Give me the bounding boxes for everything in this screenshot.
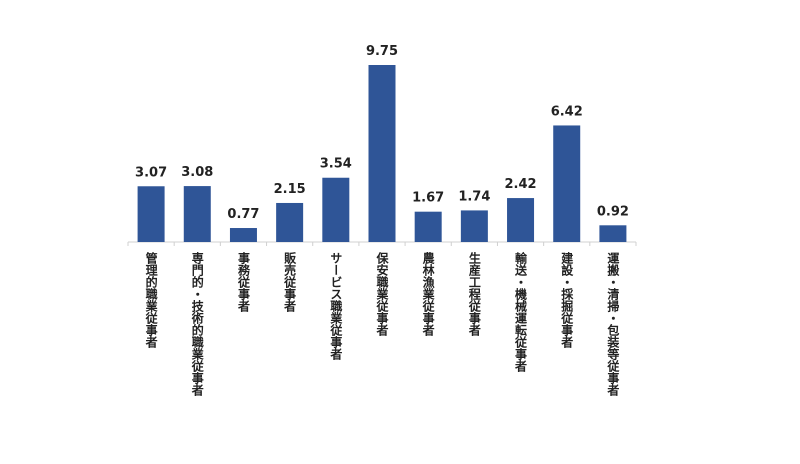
value-label: 9.75 — [366, 44, 398, 59]
value-label: 3.54 — [320, 157, 352, 172]
value-label: 3.08 — [181, 165, 213, 180]
x-tick-label: 建設・採掘従事者 — [560, 251, 574, 349]
bar — [553, 125, 581, 242]
value-label: 1.74 — [458, 189, 490, 204]
bar — [322, 177, 350, 242]
bar — [368, 65, 396, 242]
x-tick-label: 生産工程従事者 — [467, 251, 481, 337]
x-tick-label: 事務従事者 — [236, 251, 250, 313]
x-tick-label: サービス職業従事者 — [329, 252, 343, 361]
value-label: 0.77 — [227, 207, 259, 222]
x-tick-label: 農林漁業従事者 — [421, 251, 435, 337]
value-label: 6.42 — [551, 104, 583, 119]
value-label: 2.15 — [274, 182, 306, 197]
bar — [460, 210, 488, 242]
x-tick-label: 保安職業従事者 — [375, 251, 389, 337]
bar — [507, 198, 535, 242]
bar — [137, 186, 165, 242]
x-tick-label: 管理的職業従事者 — [144, 251, 158, 349]
bar — [414, 211, 442, 242]
value-label: 0.92 — [597, 204, 629, 219]
bar — [276, 202, 304, 242]
value-label: 1.67 — [412, 191, 444, 206]
x-tick-label: 専門的・技術的職業従事者 — [190, 251, 204, 397]
value-label: 2.42 — [505, 177, 537, 192]
bar — [183, 186, 211, 242]
bar — [229, 228, 257, 242]
x-tick-label: 輸送・機械運転従事者 — [514, 251, 528, 373]
x-tick-label: 運搬・清掃・包装等従事者 — [606, 252, 620, 397]
bar — [599, 225, 627, 242]
x-tick-label: 販売従事者 — [283, 251, 297, 313]
value-label: 3.07 — [135, 165, 167, 180]
